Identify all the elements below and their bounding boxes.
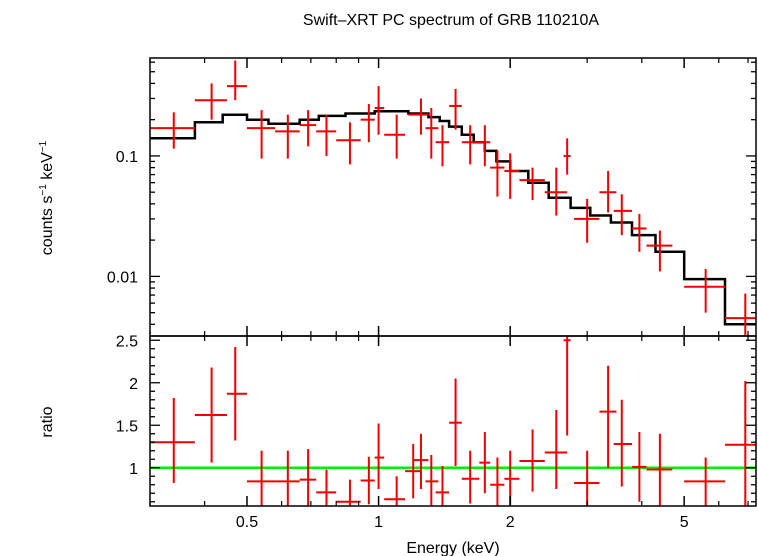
ratio-point-15 xyxy=(449,378,462,467)
x-tick-label: 1 xyxy=(374,514,383,531)
spectrum-point-7 xyxy=(336,122,361,165)
data-points-ratio xyxy=(150,336,756,506)
upper-panel: 0.1 0.01 xyxy=(107,57,757,337)
ratio-point-22 xyxy=(563,336,571,436)
ratio-point-19 xyxy=(504,450,520,506)
ratio-point-13 xyxy=(425,455,439,506)
lower-axes: 1 1.5 2 2.5 0.5 1 2 5 xyxy=(116,333,757,531)
ratio-point-21 xyxy=(544,409,568,489)
x-tick-label: 0.5 xyxy=(236,514,258,531)
ratio-point-8 xyxy=(360,456,375,505)
spectrum-point-10 xyxy=(384,114,406,159)
ratio-point-17 xyxy=(479,432,491,494)
ratio-point-1 xyxy=(194,367,227,463)
ratio-point-26 xyxy=(632,432,647,502)
lower-panel: 1 1.5 2 2.5 0.5 1 2 5 xyxy=(116,333,757,531)
ratio-point-18 xyxy=(490,457,505,506)
ratio-point-20 xyxy=(519,429,545,492)
lower-y-tick-label: 1 xyxy=(129,461,138,478)
ratio-point-27 xyxy=(646,433,673,506)
upper-frame xyxy=(149,57,757,337)
data-points-spectrum xyxy=(150,60,756,336)
spectrum-point-13 xyxy=(435,125,450,167)
spectrum-point-16 xyxy=(479,125,491,167)
lower-y-tick-label: 1.5 xyxy=(116,418,138,435)
upper-y-tick-label: 0.01 xyxy=(107,269,138,286)
ratio-point-23 xyxy=(574,450,600,506)
ratio-point-6 xyxy=(316,469,337,506)
ratio-point-9 xyxy=(374,423,385,489)
lower-y-tick-label: 2.5 xyxy=(116,333,138,350)
spectrum-point-19 xyxy=(519,167,545,201)
chart-title: Swift–XRT PC spectrum of GRB 110210A xyxy=(303,12,599,29)
spectrum-point-24 xyxy=(613,194,633,236)
y-axis-label-part2: keV xyxy=(39,152,56,184)
spectrum-point-21 xyxy=(563,138,571,175)
spectrum-point-6 xyxy=(316,114,337,156)
spectrum-point-18 xyxy=(504,153,520,199)
lower-frame xyxy=(149,335,757,507)
ratio-point-16 xyxy=(461,450,480,504)
spectrum-point-27 xyxy=(684,269,725,313)
ratio-point-28 xyxy=(684,457,725,506)
upper-y-tick-label: 0.1 xyxy=(116,149,138,166)
spectrum-point-25 xyxy=(632,213,647,252)
x-axis-label: Energy (keV) xyxy=(406,540,499,556)
ratio-point-10 xyxy=(384,476,406,506)
lower-y-tick-label: 2 xyxy=(129,376,138,393)
spectrum-point-8 xyxy=(360,103,375,143)
ratio-point-3 xyxy=(246,450,276,506)
spectrum-point-12 xyxy=(425,107,439,159)
spectrum-point-26 xyxy=(646,230,673,272)
ratio-point-5 xyxy=(299,449,317,506)
ratio-point-0 xyxy=(150,398,195,484)
ratio-point-24 xyxy=(599,365,617,468)
y-axis-label-part1: counts s xyxy=(39,196,56,256)
spectrum-point-23 xyxy=(599,170,617,213)
spectrum-point-2 xyxy=(226,60,247,101)
ratio-point-14 xyxy=(435,466,450,506)
ratio-point-2 xyxy=(226,347,247,441)
x-tick-label: 2 xyxy=(506,514,515,531)
ratio-point-4 xyxy=(275,450,300,506)
spectrum-point-1 xyxy=(194,83,227,120)
ratio-point-25 xyxy=(613,399,633,487)
model-histogram xyxy=(150,109,756,326)
spectrum-point-17 xyxy=(490,150,505,197)
y-axis-label-exp1: −1 xyxy=(38,184,49,196)
x-tick-label: 5 xyxy=(680,514,689,531)
spectrum-point-11 xyxy=(408,98,429,135)
spectrum-point-14 xyxy=(449,88,462,130)
ratio-point-11 xyxy=(405,443,421,499)
spectrum-point-3 xyxy=(246,110,276,159)
y-axis-label-exp2: −1 xyxy=(38,140,49,152)
ratio-point-7 xyxy=(336,479,361,506)
spectrum-point-20 xyxy=(544,167,568,216)
y-axis-label-counts: counts s−1 keV−1 xyxy=(38,140,56,255)
ratio-point-12 xyxy=(413,433,429,489)
spectrum-point-22 xyxy=(574,198,600,243)
spectrum-point-5 xyxy=(299,110,317,147)
model-step-line xyxy=(150,109,756,326)
ratio-point-29 xyxy=(724,381,756,506)
spectrum-point-4 xyxy=(275,114,300,159)
spectrum-point-0 xyxy=(150,112,195,149)
spectrum-point-28 xyxy=(724,293,756,336)
spectrum-point-9 xyxy=(374,86,385,135)
y-axis-label-ratio: ratio xyxy=(39,406,56,437)
spectrum-point-15 xyxy=(461,125,480,165)
